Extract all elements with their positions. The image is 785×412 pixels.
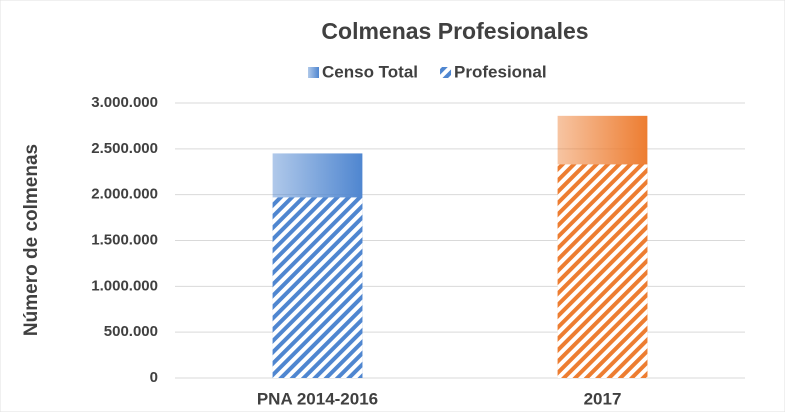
bar xyxy=(557,164,648,378)
bar xyxy=(272,197,363,378)
y-tick-label: 1.000.000 xyxy=(91,277,158,294)
legend-swatch xyxy=(308,67,319,78)
legend-swatch xyxy=(440,67,452,78)
y-axis-label: Número de colmenas xyxy=(21,144,42,336)
y-tick-label: 1.500.000 xyxy=(91,231,158,248)
x-tick-label: PNA 2014-2016 xyxy=(257,389,378,408)
legend-label: Profesional xyxy=(454,62,547,81)
x-tick-label: 2017 xyxy=(584,389,622,408)
y-tick-label: 500.000 xyxy=(104,323,158,340)
y-tick-label: 3.000.000 xyxy=(91,94,158,111)
y-tick-label: 2.500.000 xyxy=(91,140,158,157)
y-tick-label: 2.000.000 xyxy=(91,186,158,203)
y-tick-label: 0 xyxy=(150,369,158,386)
chart-title: Colmenas Profesionales xyxy=(321,18,588,44)
legend-label: Censo Total xyxy=(322,62,418,81)
